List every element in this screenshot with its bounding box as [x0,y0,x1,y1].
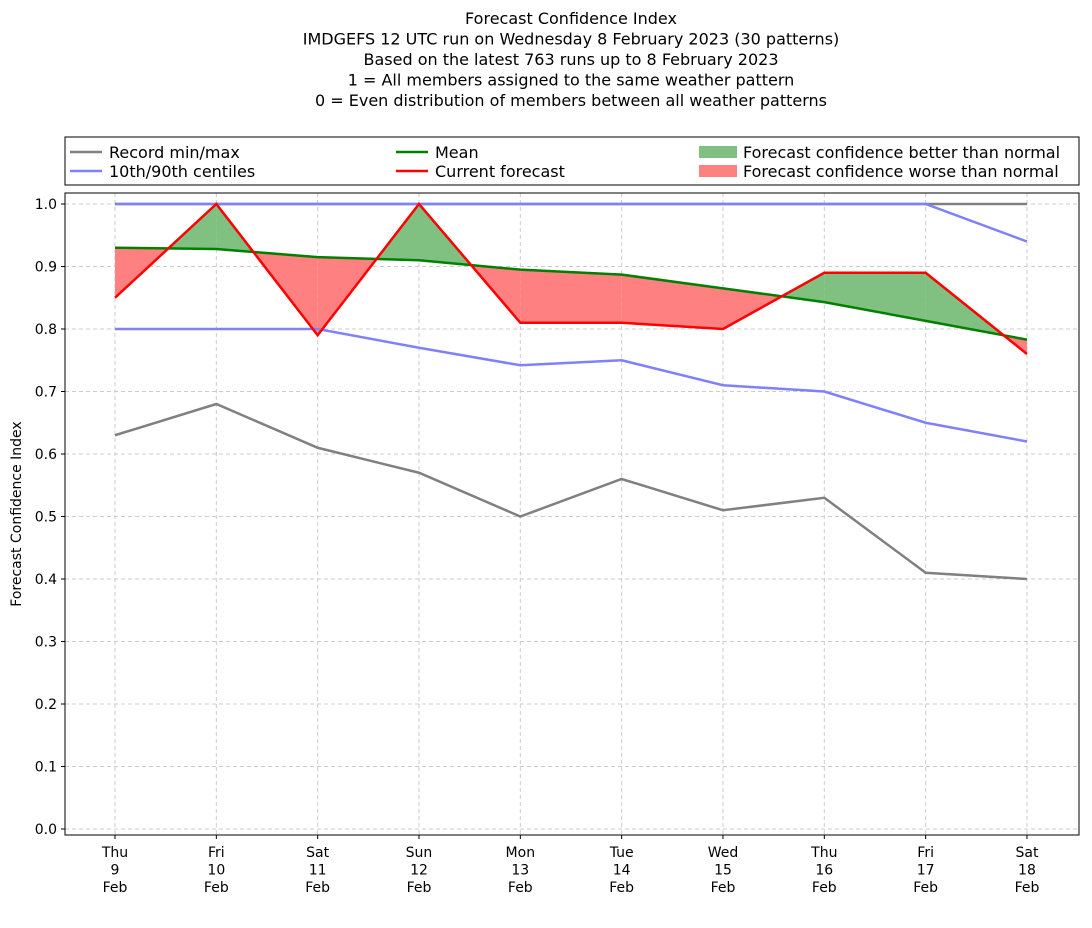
x-tick-label: Thu [101,845,128,861]
x-tick-label: 10 [207,863,225,879]
x-tick-label: Feb [508,880,533,896]
x-tick-label: 13 [511,863,529,879]
y-tick-label: 0.3 [35,635,57,651]
legend-swatch-better [699,146,737,158]
y-tick-label: 0.6 [35,447,57,463]
series-line-current [114,202,1028,355]
chart-title-line: IMDGEFS 12 UTC run on Wednesday 8 Februa… [303,30,840,49]
y-tick-label: 0.5 [35,510,57,526]
legend-label-current: Current forecast [435,162,565,181]
chart-title-line: Forecast Confidence Index [465,9,677,28]
worse-than-normal-area [722,288,782,329]
y-tick-label: 0.7 [35,385,57,401]
x-tick-label: Fri [208,845,225,861]
y-axis-label: Forecast Confidence Index [9,421,25,606]
legend-label-record: Record min/max [109,143,240,162]
legend-label-mean: Mean [435,143,479,162]
x-tick-label: 17 [917,863,935,879]
y-tick-label: 0.1 [35,760,57,776]
x-tick-label: 9 [111,863,120,879]
chart-title-line: 1 = All members assigned to the same wea… [348,71,795,90]
x-tick-label: Feb [103,880,128,896]
x-tick-label: Thu [810,845,837,861]
x-tick-label: 11 [309,863,327,879]
x-tick-label: Wed [708,845,739,861]
worse-than-normal-area [621,274,723,329]
x-tick-label: 16 [815,863,833,879]
x-tick-label: Sat [1015,845,1038,861]
y-tick-label: 0.0 [35,822,57,838]
x-tick-label: 12 [410,863,428,879]
plot-frame [64,192,1080,836]
x-tick-label: Feb [711,880,736,896]
y-tick-label: 0.4 [35,572,57,588]
x-tick-label: Feb [609,880,634,896]
y-tick-label: 1.0 [35,197,57,213]
x-tick-label: Tue [609,845,634,861]
x-tick-label: 18 [1018,863,1036,879]
legend-label-centiles: 10th/90th centiles [109,162,255,181]
x-tick-label: Feb [407,880,432,896]
legend-label-worse: Forecast confidence worse than normal [743,162,1059,181]
chart-title-line: 0 = Even distribution of members between… [315,91,827,110]
series-line-p90 [115,202,1028,243]
x-tick-label: Feb [812,880,837,896]
x-tick-label: Feb [204,880,229,896]
better-than-normal-area [824,272,926,321]
y-tick-label: 0.8 [35,322,57,338]
worse-than-normal-area [520,269,622,323]
y-tick-label: 0.9 [35,260,57,276]
x-tick-label: Feb [305,880,330,896]
x-tick-label: Sun [406,845,433,861]
chart-title-line: Based on the latest 763 runs up to 8 Feb… [363,50,778,69]
series-line-rec_min [114,402,1028,581]
x-tick-label: Feb [913,880,938,896]
better-than-normal-area [781,272,825,303]
x-tick-label: Fri [917,845,934,861]
x-tick-label: 15 [714,863,732,879]
x-tick-label: Sat [306,845,329,861]
series-line-mean [114,246,1028,341]
y-tick-label: 0.2 [35,697,57,713]
x-tick-label: 14 [613,863,631,879]
legend-box [64,136,1080,186]
series-line-p10 [115,327,1028,443]
legend-label-better: Forecast confidence better than normal [743,143,1060,162]
legend-swatch-worse [699,165,737,177]
x-tick-label: Mon [506,845,536,861]
x-tick-label: Feb [1015,880,1040,896]
